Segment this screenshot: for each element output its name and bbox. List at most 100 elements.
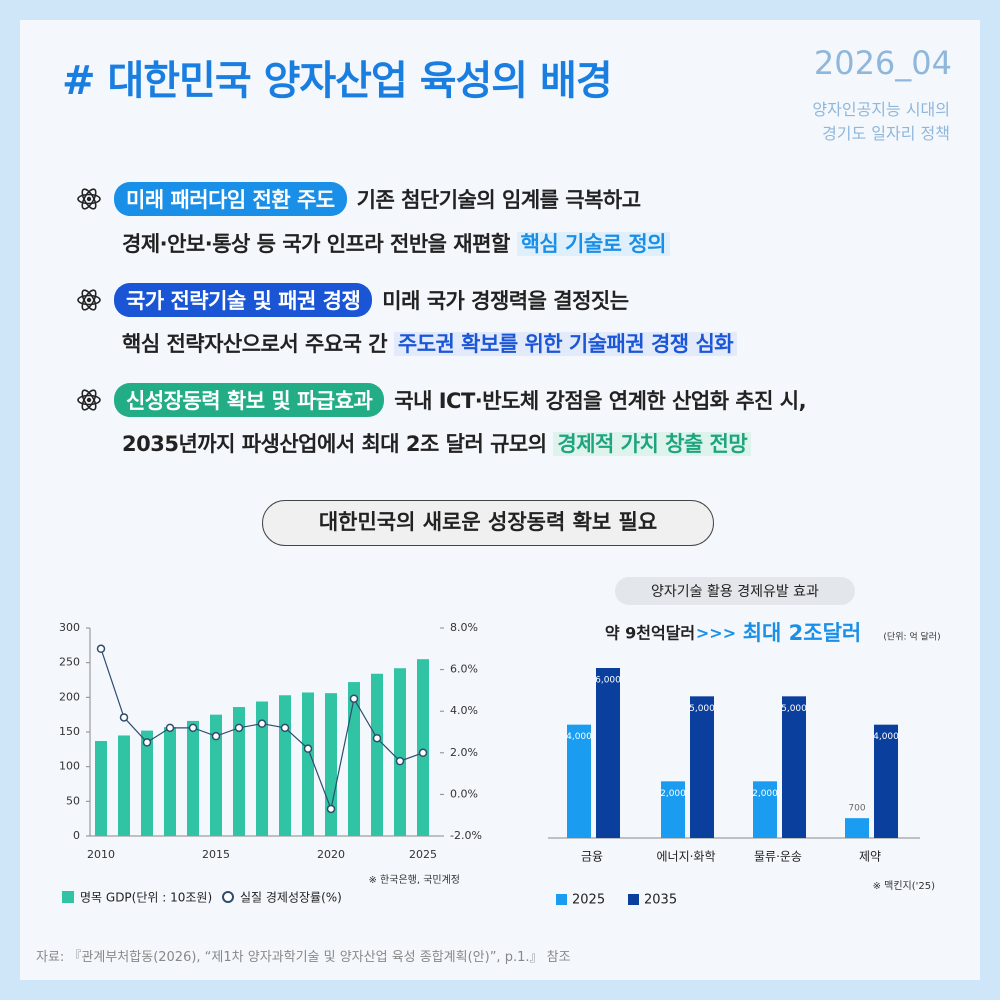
chart-title-bg xyxy=(615,577,855,605)
bar xyxy=(95,741,107,836)
line-marker xyxy=(349,694,359,703)
bullet-text: 핵심 전략자산으로서 주요국 간 xyxy=(122,332,388,356)
value-label: 2,000 xyxy=(752,789,778,799)
bar xyxy=(164,727,176,836)
atom-icon xyxy=(76,387,102,417)
footer: 자료: 『관계부처합동(2026), “제1차 양자과학기술 및 양자산업 육성… xyxy=(36,950,571,965)
value-label: 6,000 xyxy=(595,676,621,686)
value-label: 4,000 xyxy=(873,732,899,742)
value-label: 4,000 xyxy=(566,732,592,742)
line-marker xyxy=(234,723,244,733)
bullet-line: 핵심 전략자산으로서 주요국 간 주도권 확보를 위한 기술패권 경쟁 심화 xyxy=(122,328,738,358)
legend-swatch xyxy=(222,891,234,903)
bar xyxy=(782,696,806,838)
source: ※ 맥킨지('25) xyxy=(873,880,936,892)
legend-swatch xyxy=(556,894,567,905)
y-tick-label: 300 xyxy=(59,621,80,634)
y-tick-label: 200 xyxy=(59,690,80,703)
line-marker xyxy=(211,731,221,741)
x-tick-label: 물류·운송 xyxy=(754,850,802,864)
bullet-line: 2035년까지 파생산업에서 최대 2조 달러 규모의 경제적 가치 창출 전망 xyxy=(122,428,752,458)
bar xyxy=(348,682,360,836)
bullet-line: 신성장동력 확보 및 파급효과 국내 ICT·반도체 강점을 연계한 산업화 추진… xyxy=(114,383,807,417)
bullet-text: 경제·안보·통상 등 국가 인프라 전반을 재편할 xyxy=(122,232,510,256)
legend-label: 명목 GDP(단위 : 10조원) xyxy=(80,891,212,905)
atom-icon xyxy=(76,186,102,216)
legend-label: 2025 xyxy=(572,893,605,908)
bar xyxy=(210,714,222,836)
atom-icon xyxy=(76,287,102,317)
legend-label: 2035 xyxy=(644,893,677,908)
x-tick-label: 금융 xyxy=(581,850,603,864)
x-tick-label: 2010 xyxy=(87,848,115,861)
bullet-line: 경제·안보·통상 등 국가 인프라 전반을 재편할 핵심 기술로 정의 xyxy=(122,228,670,258)
bar xyxy=(753,781,777,838)
value-label: 5,000 xyxy=(689,704,715,714)
bar xyxy=(256,701,268,836)
bullet-text: 국내 ICT·반도체 강점을 연계한 산업화 추진 시, xyxy=(394,389,807,413)
bar xyxy=(690,696,714,838)
unit: (단위: 억 달러) xyxy=(883,631,940,643)
y-tick-label: 150 xyxy=(59,725,80,738)
atom xyxy=(77,289,101,311)
value-label: 700 xyxy=(848,804,865,814)
line-marker xyxy=(418,748,428,758)
y2-tick-label: -2.0% xyxy=(450,829,482,842)
bar xyxy=(187,720,199,836)
chart-title: 양자기술 활용 경제유발 효과 xyxy=(651,584,819,600)
value-label: 2,000 xyxy=(660,789,686,799)
bar xyxy=(118,735,130,836)
y2-tick-label: 2.0% xyxy=(450,746,478,759)
bar xyxy=(417,659,429,836)
title: # 대한민국 양자산업 육성의 배경 xyxy=(62,58,613,104)
bar xyxy=(661,781,685,838)
line-marker xyxy=(326,804,336,814)
line-marker xyxy=(142,738,152,747)
y-tick-label: 250 xyxy=(59,656,80,669)
legend-swatch xyxy=(62,891,74,903)
line-marker xyxy=(96,644,106,654)
bar xyxy=(141,730,153,836)
line-marker xyxy=(372,733,382,743)
y2-tick-label: 4.0% xyxy=(450,704,478,717)
atom xyxy=(77,389,101,411)
headline-arrow: >>> xyxy=(696,624,736,643)
line-marker xyxy=(280,723,290,733)
bar xyxy=(371,673,383,836)
headline-to: 최대 2조달러 xyxy=(743,621,862,645)
bullet-tag: 신성장동력 확보 및 파급효과 xyxy=(114,383,385,417)
subtitle: 양자인공지능 시대의 xyxy=(812,100,950,119)
bullet-line: 미래 패러다임 전환 주도 기존 첨단기술의 임계를 극복하고 xyxy=(114,182,641,216)
bullet-highlight: 주도권 확보를 위한 기술패권 경쟁 심화 xyxy=(393,332,738,356)
bullet-text: 미래 국가 경쟁력을 결정짓는 xyxy=(382,289,629,313)
y2-tick-label: 6.0% xyxy=(450,663,478,676)
x-tick-label: 에너지·화학 xyxy=(656,850,715,864)
line-marker xyxy=(165,723,175,733)
bullet-line: 국가 전략기술 및 패권 경쟁 미래 국가 경쟁력을 결정짓는 xyxy=(114,283,629,317)
bar xyxy=(394,668,406,836)
x-tick-label: 제약 xyxy=(859,849,881,864)
atom xyxy=(77,188,101,210)
bullet-tag: 미래 패러다임 전환 주도 xyxy=(114,182,347,216)
bar xyxy=(874,724,898,838)
y-tick-label: 50 xyxy=(66,794,80,807)
bar xyxy=(567,724,591,838)
line-marker xyxy=(303,744,313,753)
subtitle: 경기도 일자리 정책 xyxy=(822,124,950,143)
y2-tick-label: 0.0% xyxy=(450,787,478,800)
bullet-highlight: 경제적 가치 창출 전망 xyxy=(553,432,752,456)
line-marker xyxy=(188,723,198,733)
bar xyxy=(596,668,620,838)
y-tick-label: 100 xyxy=(59,760,80,773)
line-marker xyxy=(257,719,267,728)
bar xyxy=(302,692,314,836)
line-marker xyxy=(119,713,129,722)
source: ※ 한국은행, 국민계정 xyxy=(368,874,460,886)
y-tick-label: 0 xyxy=(73,829,80,842)
bar xyxy=(845,818,869,838)
x-tick-label: 2025 xyxy=(409,848,437,861)
bar xyxy=(325,693,337,836)
headline-from: 약 9천억달러 xyxy=(605,624,695,643)
